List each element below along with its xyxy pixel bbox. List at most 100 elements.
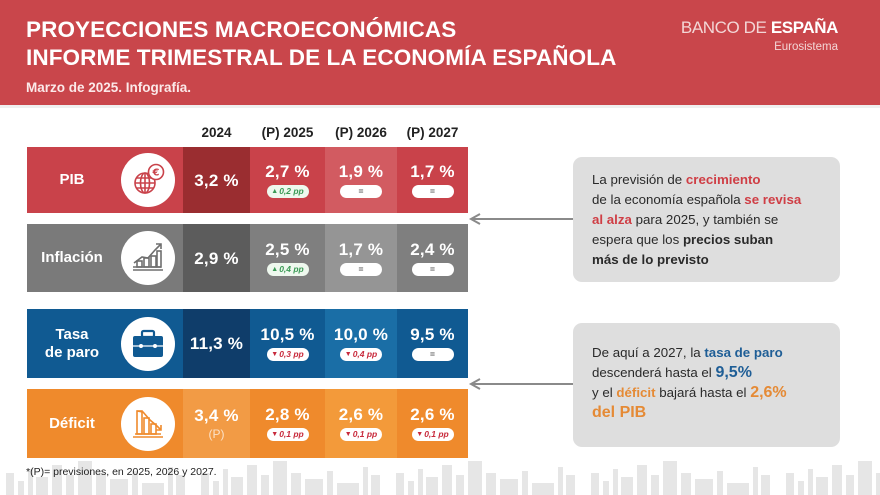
triangle-down-icon: ▼ [271, 431, 279, 438]
table-row-tasa-de-paro: Tasa de paro 11,3 % 10,5 % ▼ 0,3 pp 10,0 %… [27, 309, 468, 378]
value: 11,3 % [189, 334, 244, 353]
row-label: Inflación [41, 249, 103, 267]
globe-euro-icon: € [121, 153, 175, 207]
value: 10,0 % [333, 325, 389, 344]
cell-2025: 10,5 % ▼ 0,3 pp [250, 309, 325, 378]
skyline-building [876, 473, 880, 495]
triangle-down-icon: ▼ [344, 431, 352, 438]
cell-2024: 3,4 % (P) [183, 389, 250, 458]
skyline-building [142, 483, 164, 495]
growth-chart-icon [121, 231, 175, 285]
skyline-building [816, 477, 828, 495]
callout-text: espera que los [592, 232, 683, 247]
callout-crecimiento-precios: La previsión de crecimiento de la economí… [573, 157, 840, 282]
callout-text: de la economía española [592, 192, 745, 207]
skyline-building [858, 461, 872, 495]
badge-text: 0,1 pp [424, 429, 449, 440]
skyline-building [613, 469, 618, 495]
title-line-1: PROYECCIONES MACROECONÓMICAS [26, 17, 457, 42]
cell-2027: 2,6 % ▼ 0,1 pp [397, 389, 468, 458]
row-label-line1: Tasa [55, 326, 89, 344]
skyline-building [176, 475, 185, 495]
value: 2,5 % [265, 239, 310, 259]
skyline-building [291, 473, 301, 495]
value: 9,5 % [410, 325, 455, 344]
badge-text: = [430, 349, 435, 360]
skyline-building [305, 479, 323, 495]
skyline-building [846, 475, 854, 495]
value: 2,7 % [265, 161, 310, 181]
callout-text: descenderá hasta el [592, 365, 716, 380]
cell-2027: 1,7 % = [397, 147, 468, 213]
skyline-building [201, 473, 209, 495]
skyline-building [96, 473, 106, 495]
cell-2026: 1,9 % = [325, 147, 397, 213]
skyline-building [110, 479, 128, 495]
logo-text-espana: ESPAÑA [770, 18, 839, 37]
highlight-text: al alza [592, 212, 632, 227]
callout-text: De aquí a 2027, la [592, 345, 705, 360]
skyline-building [408, 481, 414, 495]
skyline-building [717, 471, 723, 495]
highlight-text: 9,5% [715, 364, 752, 381]
skyline-building [456, 475, 464, 495]
badge-text: 0,1 pp [279, 429, 304, 440]
revision-badge: ▼ 0,1 pp [411, 428, 454, 441]
cell-2027: 9,5 % = [397, 309, 468, 378]
title-line-2: INFORME TRIMESTRAL DE LA ECONOMÍA ESPAÑO… [26, 45, 617, 70]
badge-text: 0,1 pp [352, 429, 378, 440]
value: 2,6 % [338, 405, 384, 424]
value: 2,4 % [410, 239, 455, 259]
skyline-building [442, 465, 452, 495]
skyline-building [603, 481, 609, 495]
badge-text: = [358, 263, 364, 274]
skyline-building [36, 477, 48, 495]
revision-badge: = [411, 348, 454, 361]
badge-text: = [358, 185, 364, 196]
arrow-left-icon [468, 213, 573, 225]
skyline-building [727, 483, 749, 495]
revision-badge: ▼ 0,3 pp [266, 348, 309, 361]
skyline-building [213, 481, 219, 495]
skyline-building [621, 477, 633, 495]
skyline-building [761, 475, 770, 495]
column-header-2027: (P) 2027 [406, 125, 459, 140]
skyline-building [78, 461, 92, 495]
triangle-down-icon: ▼ [344, 351, 352, 358]
revision-badge: ▼ 0,1 pp [266, 428, 309, 441]
skyline-building [337, 483, 359, 495]
revision-badge: = [340, 262, 382, 276]
cell-2024: 11,3 % [183, 309, 250, 378]
skyline-building [486, 473, 496, 495]
value: 1,7 % [410, 161, 455, 181]
svg-text:€: € [152, 168, 160, 179]
cell-2026: 1,7 % = [325, 224, 397, 292]
value: 2,9 % [194, 248, 239, 268]
city-skyline-decoration [6, 461, 880, 495]
skyline-building [396, 473, 404, 495]
triangle-up-icon: ▲ [271, 265, 279, 273]
revision-badge: ▼ 0,1 pp [340, 428, 382, 441]
subtitle: Marzo de 2025. Infografía. [26, 80, 192, 95]
cell-2027: 2,4 % = [397, 224, 468, 292]
footnote: *(P)= previsiones, en 2025, 2026 y 2027. [26, 466, 217, 478]
skyline-building [371, 475, 380, 495]
skyline-building [532, 483, 554, 495]
badge-text: 0,3 pp [279, 349, 304, 360]
badge-text: = [430, 185, 435, 196]
callout-paro-deficit: De aquí a 2027, la tasa de paro descender… [573, 323, 840, 447]
revision-badge: ▲ 0,2 pp [266, 184, 309, 198]
value: 1,9 % [338, 161, 384, 181]
triangle-down-icon: ▼ [271, 351, 279, 358]
skyline-building [522, 471, 528, 495]
skyline-building [663, 461, 677, 495]
skyline-building [832, 465, 842, 495]
skyline-building [273, 461, 287, 495]
cell-2026: 10,0 % ▼ 0,4 pp [325, 309, 397, 378]
highlight-text: más de lo previsto [592, 252, 709, 267]
banco-de-espana-logo: BANCO DE ESPAÑA Eurosistema [681, 18, 839, 53]
value: 10,5 % [260, 325, 315, 344]
callout-text: para 2025, y también se [631, 212, 779, 227]
skyline-building [566, 475, 575, 495]
table-row-pib: PIB € 3,2 % 2,7 % ▲ 0,2 pp 1,9 % = 1,7 % … [27, 147, 468, 213]
